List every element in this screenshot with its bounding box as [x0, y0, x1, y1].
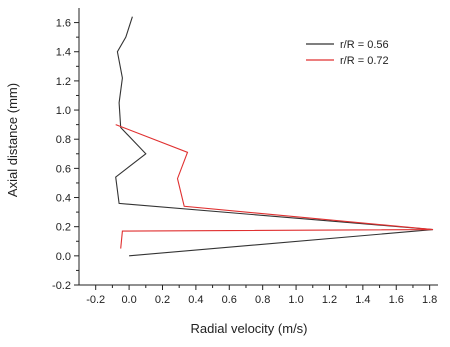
x-tick-label: 0.4 — [188, 294, 203, 306]
legend-label: r/R = 0.56 — [340, 39, 389, 51]
legend-label: r/R = 0.72 — [340, 55, 389, 67]
legend: r/R = 0.56 r/R = 0.72 — [306, 39, 389, 67]
y-axis-title: Axial distance (mm) — [5, 83, 20, 197]
x-tick-label: 1.4 — [355, 294, 370, 306]
x-axis-title: Radial velocity (m/s) — [190, 321, 307, 336]
x-tick-label: 0.8 — [255, 294, 270, 306]
x-tick-label: 1.2 — [322, 294, 337, 306]
x-tick-label: -0.2 — [86, 294, 105, 306]
ticks: -0.2 0.0 0.2 0.4 0.6 0.8 1.0 1.2 1.4 1.6 1.8 -0.2 0.… — [52, 18, 437, 306]
x-tick-label: 1.6 — [389, 294, 404, 306]
series-line-1 — [115, 16, 434, 257]
y-tick-label: -0.2 — [52, 280, 71, 292]
axes — [78, 8, 438, 286]
y-tick-label: 1.4 — [56, 47, 71, 59]
x-tick-label: 0.2 — [155, 294, 170, 306]
series-line-2 — [115, 124, 434, 249]
y-tick-label: 0.6 — [56, 163, 71, 175]
y-tick-label: 0.4 — [56, 193, 71, 205]
x-tick-label: 1.8 — [422, 294, 437, 306]
y-tick-label: 0.2 — [56, 222, 71, 234]
y-tick-label: 0.8 — [56, 134, 71, 146]
x-tick-label: 1.0 — [288, 294, 303, 306]
x-tick-label: 0.6 — [222, 294, 237, 306]
y-tick-label: 1.0 — [56, 105, 71, 117]
series-lines — [115, 16, 434, 257]
y-tick-label: 1.2 — [56, 76, 71, 88]
y-tick-label: 1.6 — [56, 18, 71, 30]
y-tick-label: 0.0 — [56, 251, 71, 263]
x-tick-label: 0.0 — [121, 294, 136, 306]
